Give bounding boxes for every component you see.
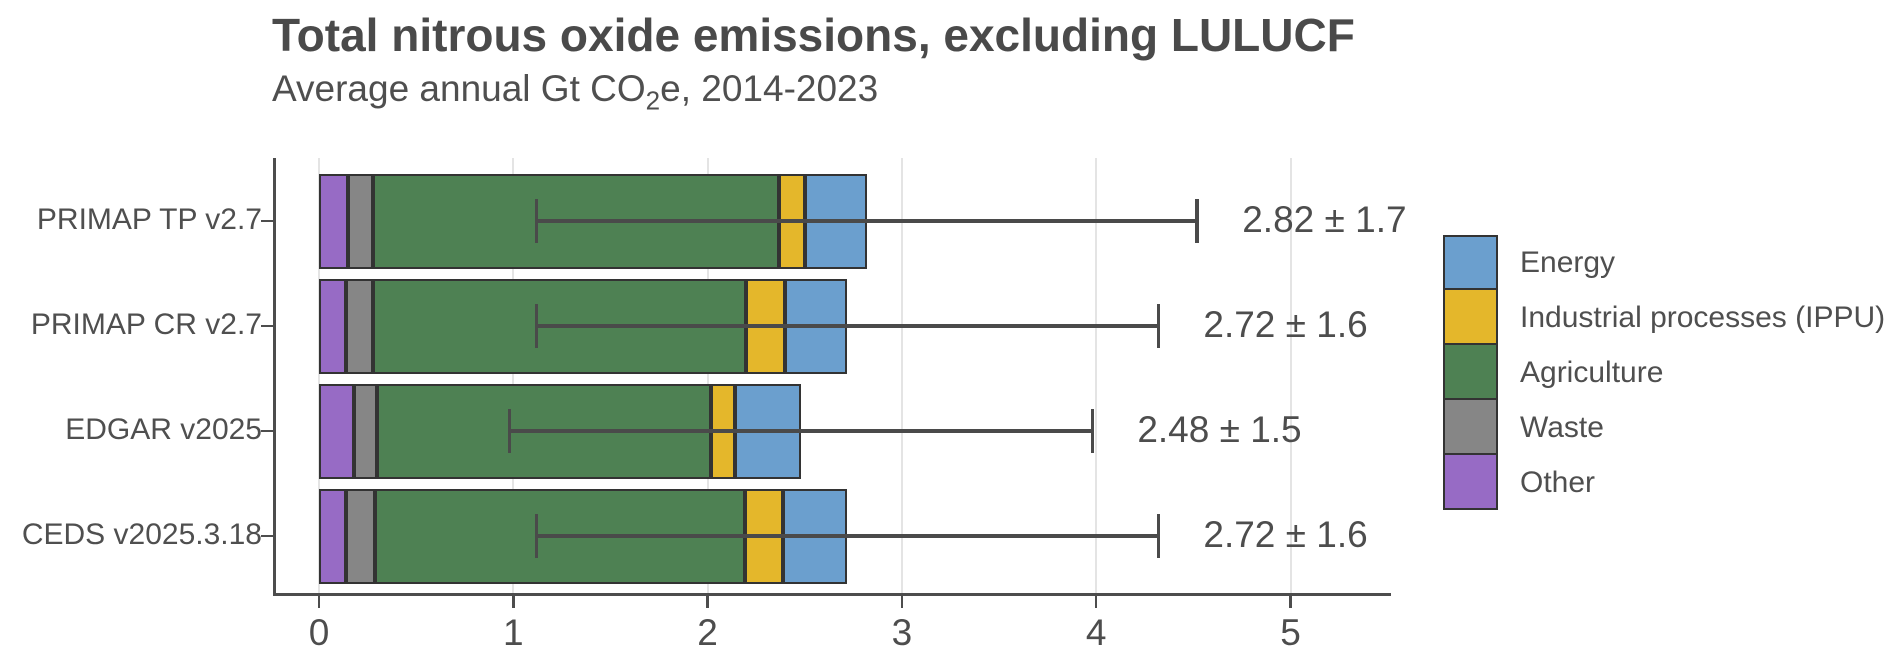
y-axis-tick: [261, 324, 273, 328]
legend-item-other: Other: [1443, 452, 1885, 510]
x-axis-tick-1: [512, 596, 515, 608]
value-label: 2.48 ± 1.5: [1137, 409, 1302, 450]
bar-segment-other: [319, 278, 347, 374]
y-axis-tick: [261, 534, 273, 538]
error-bar-line: [536, 324, 1159, 328]
subtitle-suffix: e, 2014-2023: [660, 68, 879, 109]
error-bar-line: [509, 429, 1093, 433]
subtitle-subscript: 2: [645, 85, 661, 116]
gridline-x-3: [900, 158, 903, 593]
plot-panel: [273, 158, 1391, 596]
legend-item-industrial-processes-ippu-: Industrial processes (IPPU): [1443, 287, 1886, 345]
legend-label: Agriculture: [1520, 355, 1664, 389]
gridline-x-0: [318, 158, 320, 593]
x-axis-tick-label: 2: [697, 612, 718, 653]
error-bar-cap-right: [1090, 409, 1095, 453]
value-label: 2.72 ± 1.6: [1203, 304, 1368, 345]
y-axis-label: EDGAR v2025: [65, 413, 262, 446]
error-bar-cap-left: [534, 514, 539, 558]
y-axis-label: CEDS v2025.3.18: [21, 518, 262, 551]
x-axis-tick-5: [1289, 596, 1292, 608]
legend-swatch: [1443, 235, 1498, 290]
x-axis-tick-label: 4: [1085, 612, 1107, 653]
x-axis-tick-label: 0: [308, 612, 330, 653]
bar-segment-waste: [353, 383, 378, 479]
y-axis-label: PRIMAP CR v2.7: [30, 308, 262, 341]
chart-subtitle: Average annual Gt CO2e, 2014-2023: [272, 68, 879, 113]
legend-swatch: [1443, 287, 1498, 345]
legend-item-agriculture: Agriculture: [1443, 342, 1885, 400]
x-axis-tick-label: 1: [503, 612, 524, 653]
y-axis-tick: [261, 219, 273, 223]
bar-segment-other: [319, 383, 354, 479]
bar-segment-other: [319, 488, 347, 584]
legend-item-waste: Waste: [1443, 397, 1885, 455]
x-axis-tick-4: [1094, 596, 1098, 608]
error-bar-cap-right: [1156, 514, 1161, 558]
legend-label: Other: [1520, 465, 1596, 499]
error-bar-line: [536, 534, 1159, 538]
x-axis-tick-label: 3: [891, 612, 913, 653]
value-label: 2.72 ± 1.6: [1203, 514, 1368, 555]
chart-title: Total nitrous oxide emissions, excluding…: [272, 9, 1355, 61]
legend-swatch: [1443, 397, 1498, 455]
legend-label: Waste: [1520, 410, 1604, 444]
x-axis-tick-label: 5: [1280, 612, 1301, 653]
gridline-x-1: [512, 158, 515, 593]
error-bar-cap-left: [534, 199, 539, 243]
legend-swatch: [1443, 452, 1498, 510]
error-bar-cap-right: [1156, 304, 1161, 348]
y-axis-label: PRIMAP TP v2.7: [36, 203, 262, 236]
error-bar-cap-right: [1195, 199, 1199, 243]
gridline-x-2: [706, 158, 709, 593]
legend-swatch: [1443, 342, 1498, 400]
y-axis-tick: [261, 429, 273, 433]
error-bar-line: [536, 219, 1198, 223]
legend-label: Industrial processes (IPPU): [1520, 300, 1886, 334]
x-axis-tick-3: [900, 596, 904, 608]
x-axis-tick-0: [317, 596, 321, 608]
bar-segment-waste: [348, 173, 374, 269]
x-axis-tick-2: [706, 596, 709, 608]
gridline-x-5: [1289, 158, 1292, 593]
error-bar-cap-left: [534, 304, 539, 348]
legend: Energy Industrial processes (IPPU) Agricul…: [1443, 235, 1885, 510]
bar-segment-waste: [346, 488, 376, 584]
subtitle-prefix: Average annual Gt CO: [272, 68, 646, 109]
gridline-x-4: [1095, 158, 1098, 593]
legend-item-energy: Energy: [1443, 235, 1885, 290]
error-bar-cap-left: [507, 409, 512, 453]
bar-segment-waste: [346, 278, 374, 374]
bar-segment-other: [319, 173, 349, 269]
legend-label: Energy: [1520, 245, 1616, 279]
value-label: 2.82 ± 1.7: [1242, 199, 1407, 240]
